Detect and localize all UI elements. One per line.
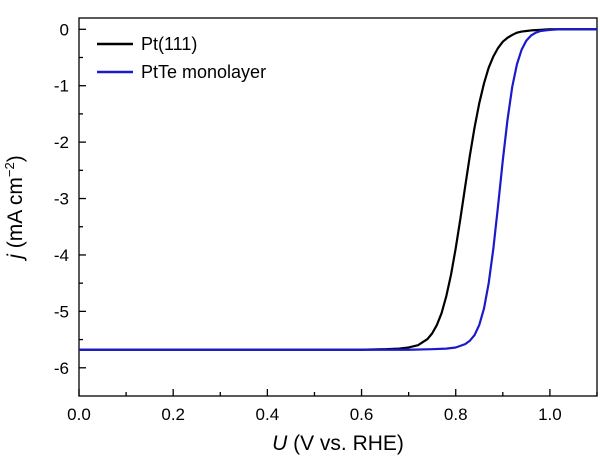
x-axis-label: U (V vs. RHE) <box>272 432 404 455</box>
x-tick-label: 1.0 <box>538 405 562 424</box>
x-tick-label: 0.6 <box>350 405 374 424</box>
y-tick-label: -5 <box>54 302 69 321</box>
y-axis-label: j (mA cm−2) <box>2 155 27 262</box>
y-tick-label: 0 <box>60 20 69 39</box>
y-tick-label: -1 <box>54 77 69 96</box>
series-line-2 <box>79 28 597 351</box>
plot-frame <box>78 17 598 397</box>
legend-label: Pt(111) <box>141 34 197 54</box>
series-layer <box>79 28 597 351</box>
x-tick-label: 0.0 <box>67 405 91 424</box>
y-tick-label: -4 <box>54 246 69 265</box>
y-tick-label: -2 <box>54 133 69 152</box>
legend-label: PtTe monolayer <box>141 62 266 82</box>
series-line-1 <box>79 28 597 351</box>
y-tick-label: -6 <box>54 359 69 378</box>
x-tick-label: 0.4 <box>256 405 280 424</box>
x-tick-label: 0.2 <box>161 405 185 424</box>
tick-labels: 0.0 0.2 0.4 0.6 0.8 1.0 0 -1 -2 -3 -4 -5 -6 <box>54 20 562 424</box>
y-tick-label: -3 <box>54 190 69 209</box>
legend: Pt(111) PtTe monolayer <box>97 34 266 82</box>
axis-ticks <box>78 28 598 396</box>
x-tick-label: 0.8 <box>444 405 468 424</box>
